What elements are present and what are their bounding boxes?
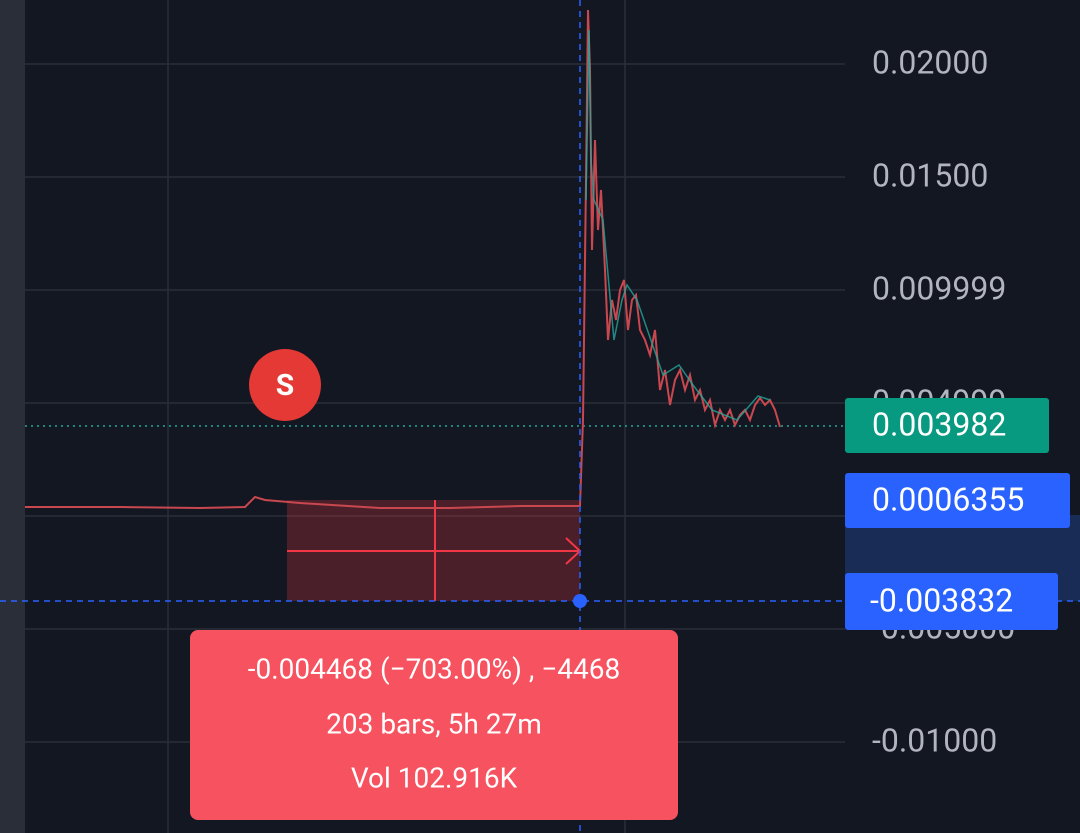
axis-label: 0.01500	[872, 156, 988, 194]
axis-label: -0.01000	[872, 721, 997, 759]
price-line-up	[585, 29, 771, 421]
last-price-text: 0.003982	[872, 405, 1006, 443]
axis-label: 0.009999	[872, 269, 1006, 307]
tooltip-line: -0.004468 (−703.00%) , −4468	[248, 652, 621, 685]
signal-label: S	[276, 368, 294, 403]
last-price-tag	[845, 398, 1049, 453]
tooltip-line: 203 bars, 5h 27m	[326, 707, 542, 740]
axis-label: 0.02000	[872, 43, 988, 81]
grid	[25, 0, 845, 833]
measure-tooltip	[190, 630, 678, 820]
crosshair-tag	[845, 573, 1058, 630]
measure-start-tag	[845, 473, 1070, 528]
crosshair-dot	[573, 594, 587, 608]
crosshair-text: -0.003832	[870, 581, 1013, 619]
left-toolbar	[0, 0, 25, 833]
price-line	[25, 9, 781, 510]
signal-marker[interactable]	[249, 349, 321, 421]
tooltip-line: Vol 102.916K	[351, 761, 518, 794]
measure-start-text: 0.0006355	[872, 480, 1024, 518]
